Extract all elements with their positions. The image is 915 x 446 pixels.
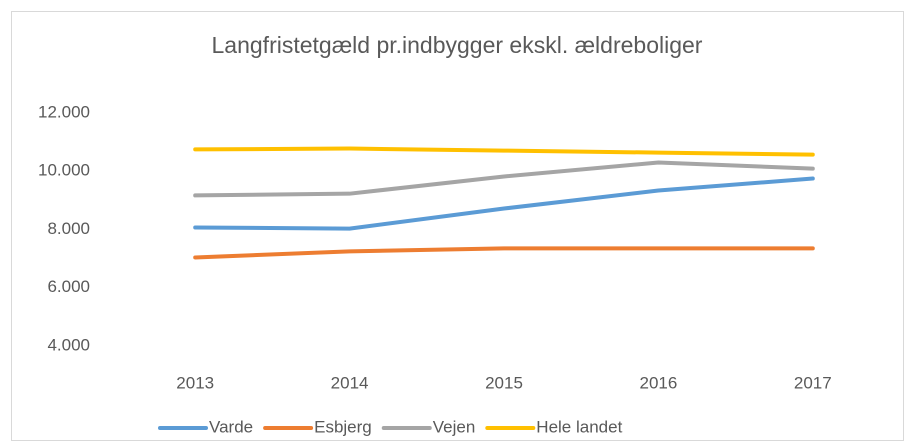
x-tick-label: 2013 (176, 373, 214, 392)
x-tick-label: 2017 (794, 373, 832, 392)
line-series (193, 146, 815, 157)
y-tick-label: 4.000 (47, 335, 90, 354)
legend-label: Esbjerg (314, 417, 372, 436)
x-tick-label: 2014 (331, 373, 369, 392)
y-tick-label: 8.000 (47, 219, 90, 238)
line-series (193, 246, 815, 260)
chart-title: Langfristetgæld pr.indbygger ekskl. ældr… (212, 32, 703, 58)
y-tick-label: 12.000 (38, 102, 90, 121)
legend-label: Vejen (433, 417, 476, 436)
line-series (193, 176, 815, 231)
legend-label: Hele landet (536, 417, 622, 436)
y-tick-label: 10.000 (38, 161, 90, 180)
x-tick-label: 2016 (639, 373, 677, 392)
x-tick-label: 2015 (485, 373, 523, 392)
line-series (193, 160, 815, 198)
legend-label: Varde (209, 417, 253, 436)
chart-frame (11, 11, 904, 441)
y-tick-label: 6.000 (47, 277, 90, 296)
